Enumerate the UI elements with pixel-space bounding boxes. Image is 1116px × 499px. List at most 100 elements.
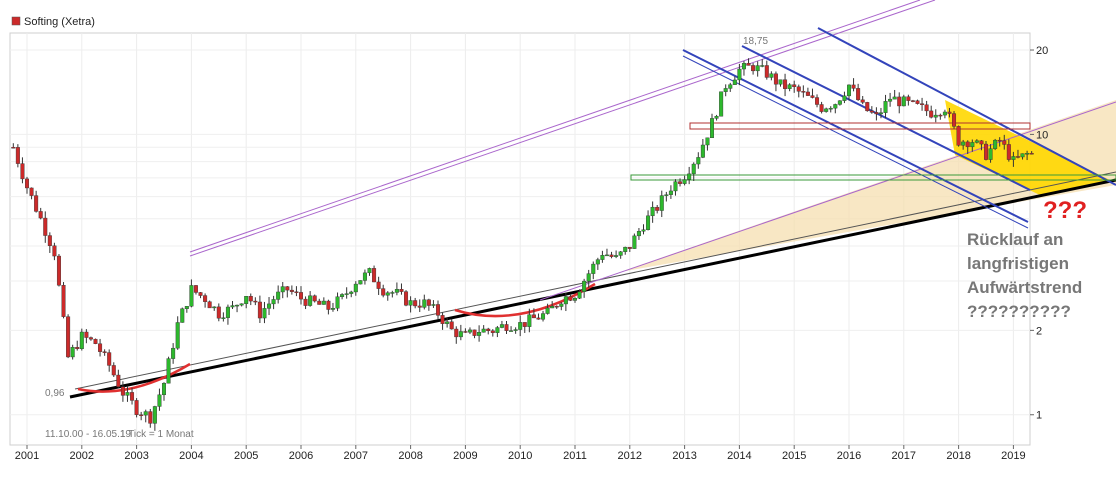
- y-tick-label-1: 1: [1036, 410, 1042, 422]
- candle-body: [394, 288, 399, 293]
- candle-body: [687, 173, 692, 180]
- candle-body: [248, 296, 253, 302]
- candle-body: [577, 291, 582, 299]
- candle-body: [869, 110, 874, 113]
- candle-body: [262, 308, 267, 319]
- trend-lines: [69, 0, 1116, 399]
- candle-body: [682, 179, 687, 184]
- x-tick-label-2001: 2001: [15, 450, 39, 462]
- candle-body: [1025, 153, 1030, 155]
- candle-body: [732, 79, 737, 85]
- candle-body: [312, 295, 317, 302]
- candle-body: [906, 96, 911, 101]
- candle-body: [509, 330, 514, 332]
- candle-body: [783, 79, 788, 89]
- candle-body: [952, 113, 957, 127]
- purple-channel-upper: [189, 0, 921, 253]
- candle-body: [399, 288, 404, 292]
- candle-body: [942, 111, 947, 116]
- candle-body: [257, 301, 262, 319]
- candle-body: [75, 347, 80, 350]
- candle-body: [824, 108, 829, 112]
- candle-body: [815, 97, 820, 105]
- candle-body: [837, 100, 842, 105]
- candle-body: [107, 352, 112, 366]
- candle-body: [847, 84, 852, 97]
- candle-body: [180, 308, 185, 323]
- candle-body: [668, 190, 673, 195]
- candle-body: [449, 321, 454, 330]
- candle-body: [120, 386, 125, 396]
- candle-body: [1029, 153, 1034, 155]
- candle-body: [518, 322, 523, 330]
- candle-body: [627, 246, 632, 249]
- high-price-label: 18,75: [743, 36, 768, 47]
- candle-body: [614, 255, 619, 257]
- candle-body: [536, 317, 541, 320]
- candle-body: [883, 101, 888, 113]
- x-tick-label-2019: 2019: [1001, 450, 1025, 462]
- annotation-line-1: Rücklauf an: [967, 230, 1063, 249]
- legend-series-name: Softing (Xetra): [24, 16, 95, 28]
- candle-body: [741, 63, 746, 70]
- candle-body: [961, 141, 966, 146]
- candle-body: [573, 298, 578, 301]
- candle-body: [47, 235, 52, 246]
- candle-body: [454, 328, 459, 338]
- candlesticks: [11, 58, 1034, 431]
- candle-body: [148, 411, 153, 424]
- candle-body: [929, 110, 934, 118]
- candle-body: [993, 139, 998, 149]
- candle-body: [426, 299, 431, 306]
- candle-body: [317, 300, 322, 305]
- candle-body: [636, 231, 641, 237]
- candle-body: [111, 365, 116, 376]
- candle-body: [851, 84, 856, 89]
- candle-body: [84, 331, 89, 338]
- annotation-question-marks: ???: [1043, 197, 1087, 224]
- candle-body: [586, 273, 591, 282]
- candle-body: [463, 331, 468, 333]
- candle-body: [860, 99, 865, 103]
- candle-body: [655, 206, 660, 211]
- candle-body: [531, 314, 536, 319]
- candle-body: [198, 292, 203, 296]
- candle-body: [646, 215, 651, 230]
- candle-body: [710, 118, 715, 139]
- candle-body: [467, 329, 472, 333]
- candle-body: [308, 295, 313, 306]
- triangle-zones: [620, 100, 1116, 272]
- x-tick-label-2015: 2015: [782, 450, 806, 462]
- candle-body: [244, 296, 249, 304]
- candle-body: [915, 100, 920, 104]
- candle-body: [632, 235, 637, 249]
- candle-body: [1020, 153, 1025, 158]
- candle-body: [294, 291, 299, 293]
- candle-body: [659, 195, 664, 211]
- purple-channel-upper-2: [189, 0, 936, 257]
- candle-body: [344, 293, 349, 295]
- x-tick-label-2013: 2013: [672, 450, 696, 462]
- candle-body: [161, 382, 166, 396]
- candle-body: [1002, 140, 1007, 145]
- x-tick-label-2002: 2002: [70, 450, 94, 462]
- x-tick-label-2004: 2004: [179, 450, 203, 462]
- candle-body: [563, 296, 568, 305]
- candle-body: [61, 285, 66, 317]
- candle-body: [527, 314, 532, 327]
- candle-body: [650, 206, 655, 217]
- candle-body: [810, 95, 815, 98]
- candle-body: [38, 211, 43, 219]
- axes: 2001 2002 2003 2004 2005 2006 2007 2008 2009 2010…: [15, 45, 1048, 462]
- candle-body: [235, 304, 240, 307]
- candle-body: [289, 289, 294, 292]
- candle-body: [70, 347, 75, 358]
- candle-body: [600, 255, 605, 260]
- candle-body: [212, 306, 217, 309]
- candle-body: [381, 288, 386, 296]
- candle-body: [723, 88, 728, 92]
- candle-body: [495, 327, 500, 333]
- candle-body: [413, 300, 418, 307]
- support-band: [630, 174, 1116, 181]
